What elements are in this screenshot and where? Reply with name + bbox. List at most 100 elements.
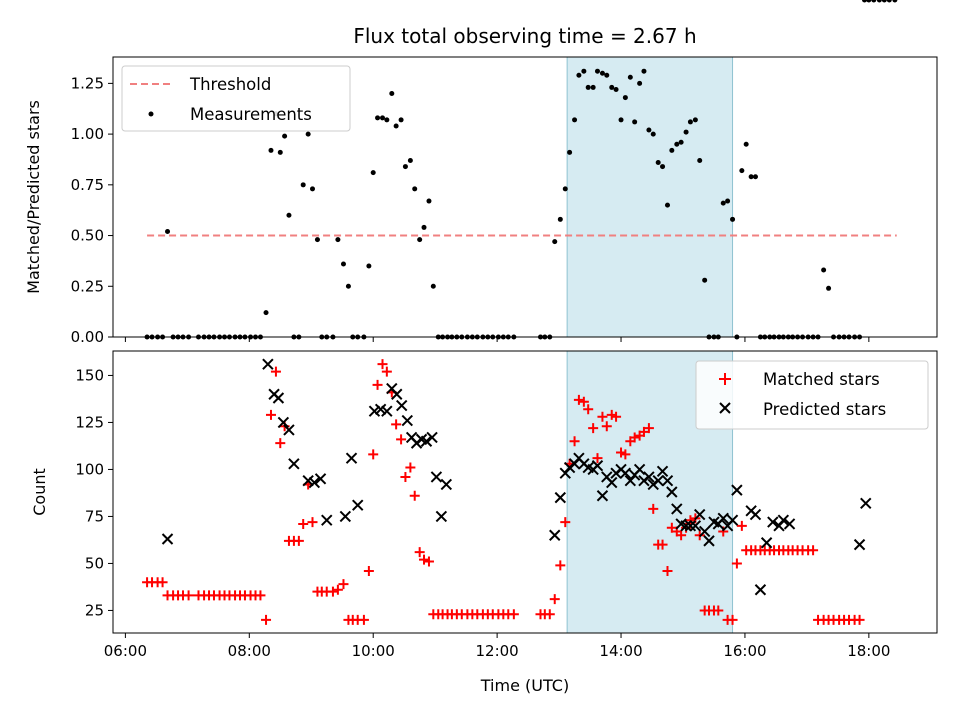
measurement-point (305, 131, 311, 137)
ratio-y-tick-label: 0.50 (71, 227, 104, 245)
matched-star-point (583, 404, 594, 415)
measurement-point (389, 91, 395, 97)
matched-star-point (578, 396, 589, 407)
predicted-star-point (554, 491, 567, 504)
ratio-highlight-span (566, 56, 734, 338)
measurement-point (426, 198, 432, 204)
matched-star-point (391, 419, 402, 430)
matched-star-point (270, 366, 281, 377)
matched-star-point (183, 590, 194, 601)
measurement-point (678, 139, 684, 145)
predicted-star-point (161, 533, 174, 545)
matched-star-point (573, 394, 584, 405)
matched-star-point (377, 359, 388, 370)
count-plot-frame (112, 350, 938, 634)
matched-star-point (592, 453, 603, 464)
measurement-point (375, 115, 381, 121)
predicted-star-point (633, 463, 646, 476)
measurement-point (752, 174, 758, 180)
measurement-point (585, 84, 591, 90)
predicted-star-point (272, 392, 285, 404)
predicted-star-point (760, 537, 773, 549)
measurement-point (590, 84, 596, 90)
predicted-star-point (345, 452, 358, 464)
measurement-point (268, 147, 274, 153)
measurement-point (646, 127, 652, 133)
count-y-tick-label: 125 (75, 413, 104, 431)
measurement-point (393, 123, 399, 129)
matched-star-point (676, 530, 687, 541)
matched-star-point (381, 366, 392, 377)
matched-star-point (275, 438, 286, 449)
ratio-legend: Threshold Measurements (121, 65, 351, 132)
measurement-point (572, 117, 578, 123)
count-y-tick-label: 25 (85, 601, 104, 619)
measurement-point (407, 157, 413, 163)
measurement-point (622, 95, 628, 101)
predicted-star-point (767, 516, 779, 528)
measurement-point (866, 0, 872, 3)
matched-star-point (643, 423, 654, 434)
predicted-star-point (426, 431, 438, 444)
matched-star-point (400, 471, 411, 482)
matched-star-point (508, 609, 519, 620)
predicted-star-point (440, 478, 453, 491)
matched-star-point (298, 518, 309, 529)
measurement-point (725, 198, 731, 204)
predicted-star-point (591, 459, 604, 472)
measurement-point (309, 186, 315, 192)
measurement-point (562, 186, 568, 192)
count-y-axis: 25 50 75 100 125 150 (75, 366, 113, 619)
measurement-point (552, 239, 558, 245)
predicted-star-point (698, 525, 711, 538)
measurement-point (421, 224, 427, 230)
predicted-star-point (381, 405, 393, 417)
predicted-star-point (391, 388, 403, 400)
x-axis-label: Time (UTC) (480, 676, 569, 695)
matched-star-point (396, 434, 407, 445)
predicted-star-point (860, 497, 872, 509)
matched-star-point (560, 517, 571, 528)
matched-star-point (414, 547, 425, 558)
predicted-star-point (352, 499, 364, 511)
measurement-point (862, 0, 868, 3)
matched-star-point (854, 614, 865, 625)
matched-star-point (648, 503, 659, 514)
measurement-point (674, 141, 680, 147)
measurement-point (821, 267, 827, 273)
measurement-point (637, 80, 643, 86)
measurement-point (730, 216, 736, 222)
matched-star-point (368, 449, 379, 460)
matched-star-point (606, 409, 617, 420)
chart-title: Flux total observing time = 2.67 h (353, 24, 696, 48)
measurement-point (345, 283, 351, 289)
matched-star-point (307, 517, 318, 528)
count-legend: Matched stars Predicted stars (695, 360, 929, 430)
predicted-star-point (339, 510, 352, 523)
matched-star-point (662, 565, 673, 576)
matched-star-point (363, 565, 374, 576)
measurement-point (366, 263, 372, 269)
measurement-point (380, 115, 386, 121)
x-tick-label: 10:00 (352, 642, 395, 660)
measurement-point (300, 182, 306, 188)
predicted-star-point (777, 514, 790, 526)
count-y-axis-label: Count (30, 468, 49, 516)
legend-predicted-swatch (719, 402, 731, 414)
predicted-star-point (671, 503, 683, 515)
matched-star-point (597, 411, 608, 422)
measurement-point (881, 0, 887, 3)
x-tick-label: 06:00 (104, 642, 147, 660)
measurement-point (683, 129, 689, 135)
measurement-point (567, 149, 573, 155)
predicted-star-point (684, 520, 697, 532)
matched-star-point (620, 449, 631, 460)
measurement-point (286, 212, 292, 218)
x-tick-label: 12:00 (476, 642, 519, 660)
predicted-star-point (262, 358, 274, 370)
matched-star-point (601, 421, 612, 432)
predicted-star-point (666, 486, 678, 498)
ratio-y-axis: 0.00 0.25 0.50 0.75 1.00 1.25 (71, 74, 113, 346)
ratio-y-tick-label: 0.75 (71, 176, 104, 194)
measurement-point (417, 237, 423, 243)
